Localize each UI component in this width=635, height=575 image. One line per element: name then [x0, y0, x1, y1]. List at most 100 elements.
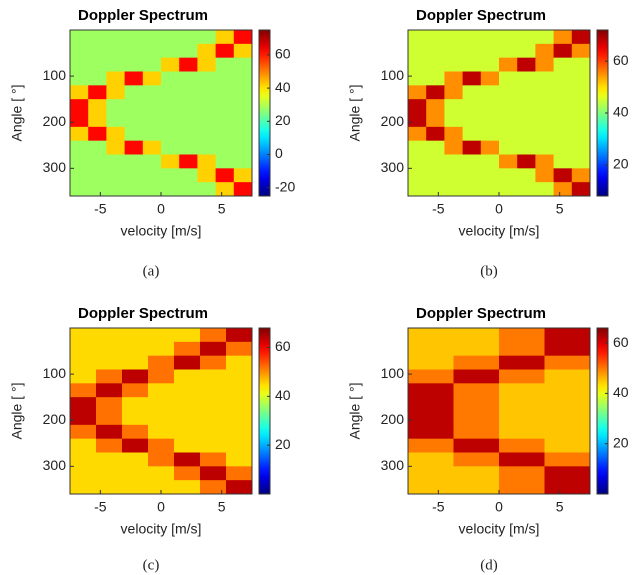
heatmap-cell — [70, 85, 89, 100]
heatmap-cell — [215, 99, 235, 114]
heatmap-cell — [226, 355, 253, 370]
heatmap-cell — [535, 85, 555, 100]
x-tick-label: 0 — [157, 499, 165, 515]
heatmap-cell — [148, 341, 175, 357]
heatmap-cell — [453, 397, 500, 412]
heatmap-cell — [148, 411, 175, 426]
heatmap-cell — [174, 480, 201, 495]
heatmap-cell — [453, 452, 500, 467]
heatmap-cell — [200, 341, 227, 357]
heatmap-cell — [444, 30, 464, 45]
heatmap-cell — [544, 480, 591, 495]
heatmap-cell — [197, 71, 217, 86]
heatmap-cell — [70, 411, 97, 426]
heatmap-cell — [88, 85, 107, 100]
heatmap-cell — [197, 126, 217, 142]
heatmap-cell — [453, 355, 500, 370]
heatmap-cell — [197, 182, 217, 197]
heatmap-cell — [480, 99, 500, 114]
heatmap-cell — [215, 168, 235, 183]
x-tick-label: 5 — [218, 499, 226, 515]
heatmap-cell — [142, 113, 162, 128]
heatmap-cell — [197, 99, 217, 114]
caption: (c) — [143, 557, 160, 573]
heatmap-cell — [96, 397, 123, 412]
heatmap-cell — [535, 126, 555, 142]
heatmap-cell — [499, 140, 518, 155]
heatmap-cell — [148, 466, 175, 481]
colorbar — [258, 29, 271, 197]
heatmap-cell — [426, 113, 445, 128]
heatmap-cell — [233, 182, 253, 197]
heatmap-cell — [70, 355, 97, 370]
heatmap-cell — [408, 438, 454, 453]
heatmap-cell — [462, 126, 482, 142]
heatmap-cell — [122, 397, 149, 412]
heatmap-cell — [499, 182, 518, 197]
heatmap-cell — [96, 452, 123, 467]
heatmap-cell — [553, 182, 573, 197]
heatmap-cell — [453, 411, 500, 426]
heatmap-cell — [142, 30, 162, 45]
heatmap-cell — [226, 438, 253, 453]
heatmap-cell — [553, 99, 573, 114]
heatmap-cell — [148, 355, 175, 370]
heatmap-cell — [161, 71, 180, 86]
colorbar-tick-label: 60 — [275, 338, 291, 354]
heatmap-cell — [124, 30, 144, 45]
heatmap-cell — [462, 57, 482, 72]
heatmap-cell — [88, 113, 107, 128]
heatmap-cell — [70, 99, 89, 114]
heatmap-cell — [226, 480, 253, 495]
heatmap-cell — [226, 369, 253, 384]
heatmap-cell — [200, 466, 227, 481]
heatmap-cell — [200, 328, 227, 343]
heatmap-cell — [148, 424, 175, 440]
colorbar — [596, 327, 609, 495]
heatmap-cell — [106, 168, 126, 183]
heatmap-cell — [408, 383, 454, 398]
heatmap-cell — [426, 168, 445, 183]
heatmap-cell — [122, 452, 149, 467]
heatmap-cell — [499, 113, 518, 128]
heatmap-cell — [124, 71, 144, 86]
y-tick-label: 200 — [381, 113, 405, 129]
heatmap-cell — [544, 466, 591, 481]
heatmap-cell — [453, 328, 500, 343]
x-tick-label: 0 — [495, 201, 503, 217]
heatmap-cell — [480, 43, 500, 59]
heatmap-cell — [462, 113, 482, 128]
heatmap-cell — [88, 57, 107, 72]
heatmap-cell — [200, 397, 227, 412]
heatmap-cell — [226, 383, 253, 398]
heatmap-cell — [535, 113, 555, 128]
heatmap-cell — [444, 154, 464, 169]
heatmap-cell — [408, 30, 427, 45]
heatmap-cell — [571, 30, 591, 45]
heatmap-cell — [499, 85, 518, 100]
heatmap-cell — [70, 383, 97, 398]
heatmap-cell — [408, 355, 454, 370]
heatmap-cell — [179, 154, 198, 169]
x-tick-label: -5 — [432, 201, 445, 217]
heatmap-cell — [179, 113, 198, 128]
y-axis-label: Angle [ °] — [9, 383, 25, 440]
heatmap-cell — [226, 411, 253, 426]
heatmap-cell — [70, 341, 97, 357]
heatmap-cell — [233, 71, 253, 86]
heatmap-cell — [517, 126, 536, 142]
colorbar-tick-label: 60 — [613, 334, 629, 350]
heatmap-cell — [124, 140, 144, 155]
heatmap-cell — [197, 30, 217, 45]
heatmap-cell — [124, 168, 144, 183]
heatmap-cell — [499, 438, 545, 453]
heatmap-cell — [535, 154, 555, 169]
heatmap-cell — [517, 140, 536, 155]
heatmap-cell — [444, 113, 464, 128]
heatmap-cell — [571, 43, 591, 59]
heatmap-cell — [142, 140, 162, 155]
heatmap-cell — [408, 397, 454, 412]
heatmap-cell — [226, 341, 253, 357]
heatmap-cell — [88, 140, 107, 155]
heatmap-cell — [174, 355, 201, 370]
